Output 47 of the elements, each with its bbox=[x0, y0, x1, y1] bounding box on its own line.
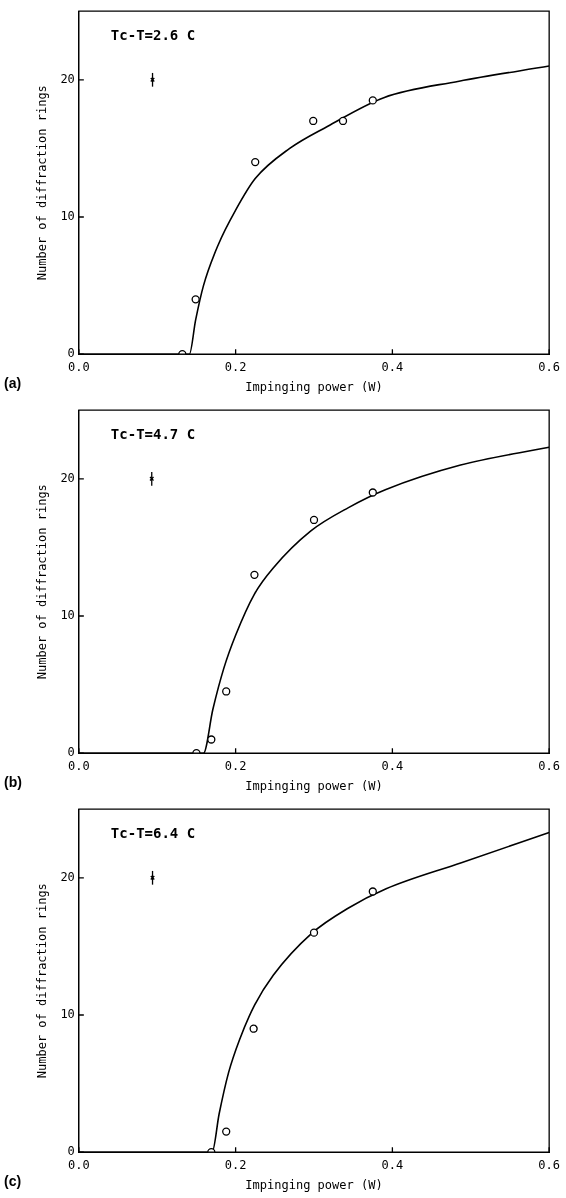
x-tick-label: 0.6 bbox=[538, 359, 561, 374]
x-axis-title: Impinging power (W) bbox=[245, 379, 383, 394]
point bbox=[309, 116, 318, 126]
x-axis-title: Impinging power (W) bbox=[245, 778, 383, 793]
point bbox=[368, 887, 377, 896]
y-tick-label: 0 bbox=[67, 346, 75, 361]
x-tick-label: 0.4 bbox=[381, 758, 404, 773]
x-tick-label: 0.2 bbox=[224, 1157, 247, 1172]
x-axis-title: Impinging power (W) bbox=[245, 1177, 383, 1192]
y-tick-label: 20 bbox=[60, 869, 75, 884]
point bbox=[309, 928, 319, 937]
y-tick-label: 10 bbox=[60, 608, 75, 623]
x-tick-label: 0.0 bbox=[68, 359, 90, 374]
y-tick-label: 0 bbox=[67, 1144, 75, 1159]
text: (c) bbox=[4, 1173, 22, 1190]
y-tick-label: 20 bbox=[60, 71, 75, 86]
point bbox=[249, 1024, 258, 1033]
point bbox=[222, 1127, 231, 1136]
y-axis-title: Number of diffraction rings bbox=[35, 484, 50, 680]
y-tick-label: 0 bbox=[67, 745, 75, 760]
x-tick-label: 0.4 bbox=[381, 1157, 404, 1172]
point bbox=[250, 570, 259, 579]
point bbox=[309, 515, 319, 525]
point bbox=[222, 687, 231, 696]
x-tick-label: 0.4 bbox=[381, 359, 404, 374]
point bbox=[338, 116, 348, 126]
point bbox=[191, 295, 200, 304]
x-tick-label: 0.6 bbox=[538, 758, 561, 773]
x-tick-label: 0.0 bbox=[68, 758, 90, 773]
text: (b) bbox=[4, 774, 22, 791]
annotation: Tc-T=6.4 C bbox=[110, 824, 196, 841]
y-axis-title: Number of diffraction rings bbox=[35, 85, 50, 281]
annotation: Tc-T=4.7 C bbox=[110, 425, 196, 442]
text: (a) bbox=[4, 375, 22, 392]
x-tick-label: 0.0 bbox=[68, 1157, 90, 1172]
point bbox=[368, 488, 377, 497]
y-axis-title: Number of diffraction rings bbox=[35, 883, 50, 1079]
x-tick-label: 0.2 bbox=[224, 359, 247, 374]
y-tick-label: 10 bbox=[60, 1007, 75, 1022]
x-tick-label: 0.6 bbox=[538, 1157, 561, 1172]
annotation: Tc-T=2.6 C bbox=[110, 26, 196, 43]
point bbox=[368, 96, 377, 105]
y-tick-label: 10 bbox=[60, 209, 75, 224]
point bbox=[251, 157, 260, 167]
x-tick-label: 0.2 bbox=[224, 758, 247, 773]
y-tick-label: 20 bbox=[60, 470, 75, 485]
point bbox=[207, 735, 216, 744]
